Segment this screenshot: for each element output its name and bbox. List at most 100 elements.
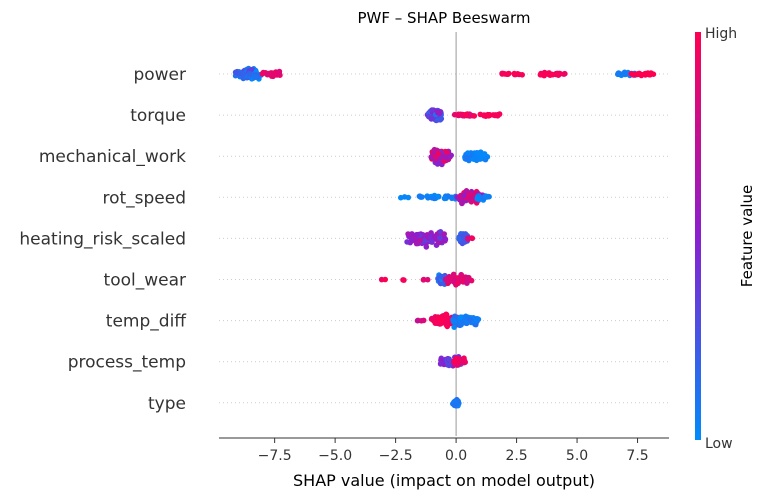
shap-point xyxy=(451,111,458,118)
feature-label-torque: torque xyxy=(130,106,186,126)
shap-point xyxy=(252,74,258,80)
feature-label-heating_risk_scaled: heating_risk_scaled xyxy=(19,229,186,249)
x-tick-label: −5.0 xyxy=(318,448,352,464)
shap-point xyxy=(431,233,438,240)
shap-point xyxy=(404,239,410,245)
shap-point xyxy=(408,237,415,243)
x-axis-label: SHAP value (impact on model output) xyxy=(293,471,595,490)
feature-label-mechanical_work: mechanical_work xyxy=(39,147,186,167)
colorbar xyxy=(695,32,701,440)
shap-point xyxy=(457,322,463,329)
x-tick-label: 7.5 xyxy=(626,448,648,464)
shap-point xyxy=(496,111,503,117)
shap-point xyxy=(464,280,470,287)
shap-point xyxy=(451,324,458,331)
shap-point xyxy=(443,311,449,318)
shap-point xyxy=(511,71,518,78)
shap-point xyxy=(506,70,512,77)
shap-point xyxy=(425,195,431,201)
shap-point xyxy=(448,275,455,281)
shap-point xyxy=(419,194,425,200)
shap-point xyxy=(413,231,420,238)
shap-point xyxy=(446,356,452,362)
shap-point xyxy=(442,236,449,242)
shap-point xyxy=(443,320,450,327)
shap-point xyxy=(633,71,640,78)
shap-point xyxy=(467,197,474,204)
shap-point xyxy=(456,236,463,242)
shap-point xyxy=(400,277,406,283)
shap-point xyxy=(414,317,421,324)
shap-point xyxy=(472,318,479,325)
colorbar-title: Feature value xyxy=(738,185,756,287)
shap-point xyxy=(413,240,420,247)
shap-point xyxy=(276,70,282,76)
shap-point xyxy=(451,318,458,324)
feature-labels: power torque mechanical_work rot_speedheati… xyxy=(19,65,187,414)
shap-point xyxy=(464,276,470,282)
shap-point xyxy=(650,71,657,77)
shap-point xyxy=(555,71,561,77)
shap-point xyxy=(461,358,468,364)
shap-point xyxy=(482,193,489,199)
shap-point xyxy=(438,360,444,367)
feature-label-temp_diff: temp_diff xyxy=(106,312,187,332)
shap-point xyxy=(428,116,435,122)
shap-point xyxy=(547,72,553,78)
shap-point xyxy=(232,69,239,76)
shap-point xyxy=(473,154,480,161)
shap-point xyxy=(441,195,448,202)
shap-point xyxy=(477,155,484,161)
feature-label-type: type xyxy=(148,394,186,414)
shap-point xyxy=(463,154,470,161)
shap-point xyxy=(474,196,481,202)
shap-point xyxy=(537,72,544,78)
shap-point xyxy=(434,161,441,167)
shap-point xyxy=(445,279,452,285)
x-tick-label: −2.5 xyxy=(379,448,413,464)
shap-point xyxy=(405,231,411,237)
shap-point xyxy=(475,150,482,156)
x-tick-label: 2.5 xyxy=(505,448,527,464)
colorbar-low-label: Low xyxy=(705,436,733,452)
shap-point xyxy=(441,231,448,237)
shap-point xyxy=(519,72,525,78)
shap-point xyxy=(429,107,435,113)
colorbar-high-label: High xyxy=(705,26,737,42)
shap-point xyxy=(443,154,449,160)
shap-point xyxy=(429,315,435,322)
shap-point xyxy=(421,276,427,283)
shap-point xyxy=(418,318,425,324)
shap-point xyxy=(433,319,440,325)
shap-point xyxy=(644,71,651,77)
shap-point xyxy=(457,314,464,321)
shap-point xyxy=(401,194,408,200)
shap-point xyxy=(446,362,452,369)
shap-point xyxy=(463,188,470,194)
x-tick-label: 0.0 xyxy=(445,448,467,464)
shap-point xyxy=(433,154,439,160)
shap-point xyxy=(465,150,471,156)
shap-point xyxy=(463,111,469,118)
shap-point xyxy=(448,152,455,159)
shap-point xyxy=(268,71,275,78)
shap-point xyxy=(492,112,498,119)
x-axis-ticks: −7.5 −5.0 −2.5 0.0 2.5 5.0 7.5 xyxy=(258,438,649,464)
scatter-points xyxy=(232,65,657,409)
shap-point xyxy=(458,272,465,278)
shap-point xyxy=(417,237,423,244)
shap-point xyxy=(468,277,475,284)
shap-point xyxy=(452,313,458,320)
shap-point xyxy=(455,358,462,365)
x-tick-label: 5.0 xyxy=(566,448,588,464)
shap-point xyxy=(437,235,443,241)
shap-point xyxy=(431,195,437,201)
shap-point xyxy=(438,115,445,122)
shap-point xyxy=(484,112,490,118)
shap-point xyxy=(467,316,473,323)
feature-label-power: power xyxy=(133,65,186,85)
feature-label-rot_speed: rot_speed xyxy=(102,188,186,208)
shap-point xyxy=(464,235,471,242)
chart-title: PWF – SHAP Beeswarm xyxy=(358,9,531,27)
